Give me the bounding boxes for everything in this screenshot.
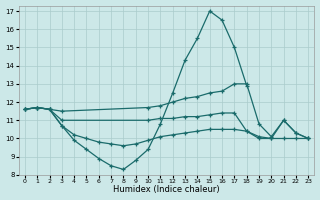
- X-axis label: Humidex (Indice chaleur): Humidex (Indice chaleur): [113, 185, 220, 194]
